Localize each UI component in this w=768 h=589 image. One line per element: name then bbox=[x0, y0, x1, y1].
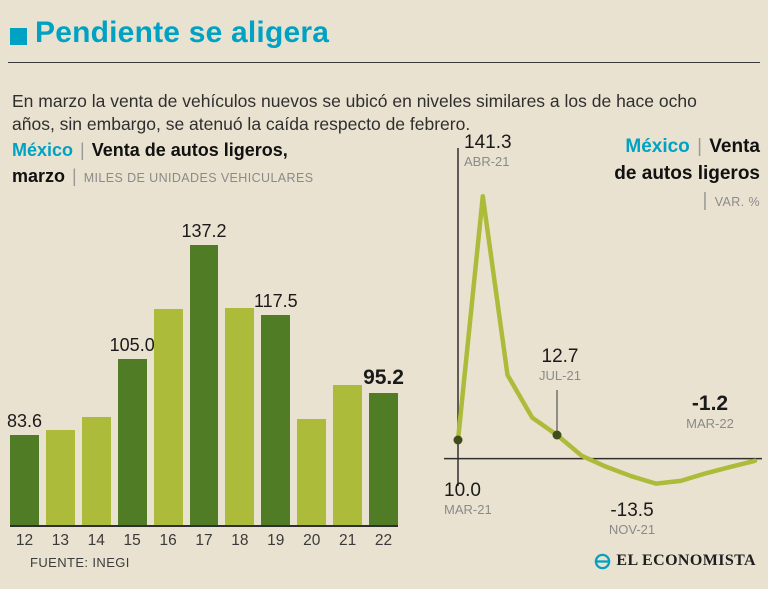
annotation-value: 141.3 bbox=[464, 132, 512, 153]
bar bbox=[225, 307, 255, 525]
x-axis-label: 14 bbox=[87, 532, 105, 549]
bar-column: 105.0 bbox=[110, 335, 155, 525]
page-title: Pendiente se aligera bbox=[35, 16, 330, 49]
trend-line bbox=[455, 193, 758, 486]
bar-value-label: 137.2 bbox=[181, 220, 227, 241]
bar-chart: 83.6 105.0 137.2 117.5 95.2 12 13 14 15 16 17 18 19… bbox=[6, 221, 404, 550]
bar bbox=[189, 244, 219, 525]
marker-dot bbox=[453, 435, 463, 445]
bar-value-label: 83.6 bbox=[6, 410, 42, 431]
bar-column: 83.6 bbox=[6, 410, 42, 525]
x-axis-label: 17 bbox=[195, 532, 213, 549]
bar-title-main: Venta de autos ligeros, marzo bbox=[12, 140, 288, 186]
bar-value-label: 105.0 bbox=[109, 334, 155, 355]
line-title-main: Venta de autos ligeros bbox=[614, 136, 760, 184]
x-axis-label: 15 bbox=[123, 532, 141, 549]
bar-value-label: 95.2 bbox=[363, 366, 404, 390]
marker-dot bbox=[552, 430, 562, 440]
bar bbox=[117, 358, 147, 525]
bar bbox=[153, 309, 183, 525]
annotation-month: MAR-22 bbox=[686, 416, 734, 432]
bar bbox=[333, 385, 363, 525]
bar-column bbox=[297, 418, 327, 525]
bar bbox=[81, 417, 111, 525]
bar-title-region: México bbox=[12, 140, 74, 160]
bars-row: 83.6 105.0 137.2 117.5 95.2 bbox=[6, 221, 404, 527]
line-title-region: México bbox=[625, 136, 690, 157]
x-labels-row: 12 13 14 15 16 17 18 19 20 21 22 bbox=[10, 527, 398, 550]
annotation-month: MAR-21 bbox=[444, 501, 492, 517]
line-chart: 141.3 ABR-21 12.7 JUL-21 -1.2 MAR-22 10.… bbox=[432, 128, 768, 548]
annotation-value: 10.0 bbox=[444, 480, 481, 501]
header: Pendiente se aligera bbox=[10, 16, 329, 50]
bar-column bbox=[45, 429, 75, 525]
bar bbox=[10, 434, 39, 525]
title-accent-square bbox=[10, 27, 27, 45]
title-divider bbox=[8, 62, 760, 63]
bar-title-units: MILES DE UNIDADES VEHICULARES bbox=[83, 170, 314, 185]
title-separator: | bbox=[702, 189, 708, 211]
x-axis-label: 12 bbox=[15, 532, 34, 549]
annotation-jul21: 12.7 JUL-21 bbox=[528, 346, 592, 384]
bar bbox=[297, 418, 327, 525]
annotation-mar21: 10.0 MAR-21 bbox=[444, 480, 492, 518]
annotation-value: 12.7 bbox=[541, 346, 579, 367]
x-axis-label: 19 bbox=[267, 532, 285, 549]
annotation-value: -1.2 bbox=[691, 392, 729, 415]
bar-column: 137.2 bbox=[181, 221, 227, 525]
annotation-value: -13.5 bbox=[610, 500, 654, 521]
x-axis-label: 20 bbox=[303, 532, 321, 549]
bar-value-label: 117.5 bbox=[253, 290, 298, 311]
brand-logo: EL ECONOMISTA bbox=[594, 552, 756, 570]
bar bbox=[45, 429, 75, 525]
x-axis-label: 21 bbox=[338, 532, 357, 549]
annotation-mar22: -1.2 MAR-22 bbox=[668, 392, 752, 432]
x-axis-label: 18 bbox=[231, 532, 249, 549]
bar-column bbox=[153, 309, 183, 525]
annotation-month: JUL-21 bbox=[539, 367, 581, 383]
x-axis-label: 16 bbox=[159, 532, 177, 549]
x-axis-label: 13 bbox=[51, 532, 69, 549]
line-title-units: VAR. % bbox=[714, 194, 760, 209]
title-separator: | bbox=[697, 136, 703, 157]
bar-column: 95.2 bbox=[363, 366, 404, 525]
el-economista-icon bbox=[595, 553, 611, 569]
line-chart-svg bbox=[444, 148, 762, 486]
title-separator: | bbox=[72, 165, 77, 186]
title-separator: | bbox=[80, 140, 85, 160]
annotation-month: NOV-21 bbox=[608, 521, 656, 537]
annotation-month: ABR-21 bbox=[464, 153, 510, 169]
bar bbox=[261, 314, 291, 525]
annotation-peak: 141.3 ABR-21 bbox=[464, 132, 512, 170]
bar-column bbox=[225, 307, 255, 525]
bar-column bbox=[81, 417, 111, 525]
bar bbox=[369, 393, 398, 525]
bar-column bbox=[333, 385, 363, 525]
subtitle: En marzo la venta de vehículos nuevos se… bbox=[12, 90, 697, 134]
annotation-nov21: -13.5 NOV-21 bbox=[590, 500, 674, 538]
brand-name: EL ECONOMISTA bbox=[616, 552, 756, 569]
x-axis-label: 22 bbox=[374, 532, 393, 549]
source-credit: FUENTE: INEGI bbox=[30, 555, 130, 570]
bar-chart-title: México | Venta de autos ligeros, marzo |… bbox=[12, 138, 322, 189]
line-chart-title: México | Venta de autos ligeros | VAR. % bbox=[602, 134, 760, 215]
bar-column: 117.5 bbox=[254, 291, 298, 525]
